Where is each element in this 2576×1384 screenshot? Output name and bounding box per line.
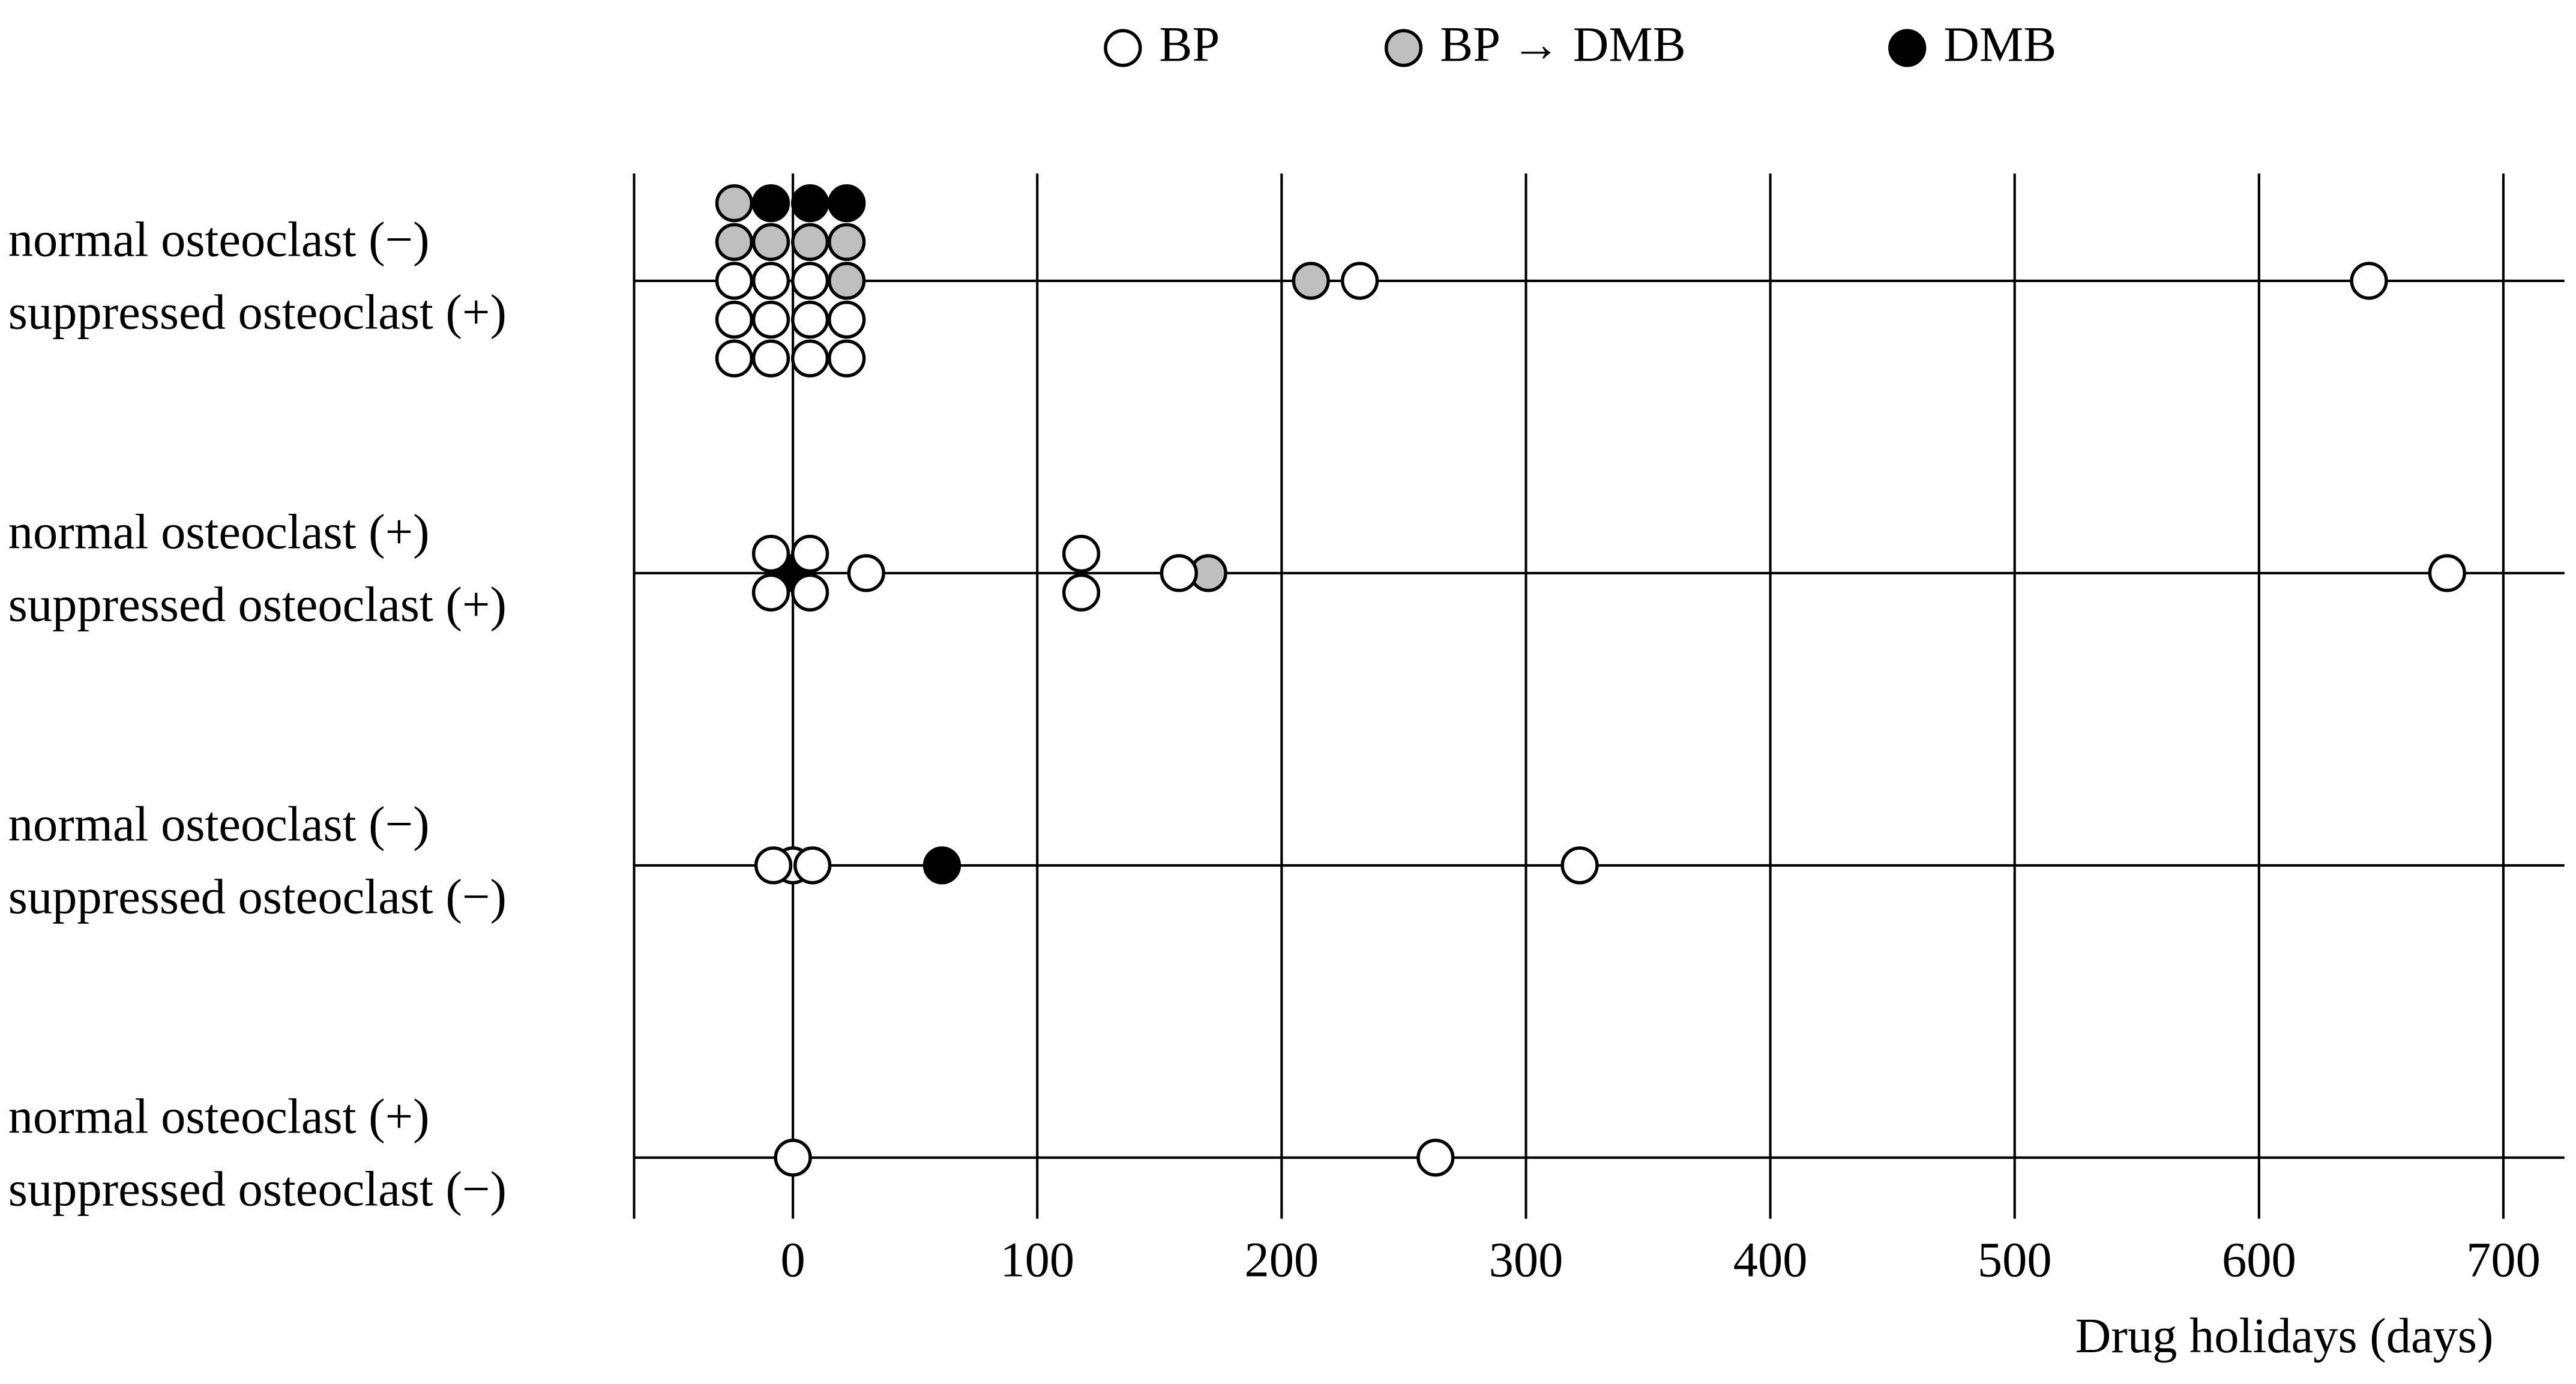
data-point bbox=[751, 184, 790, 223]
data-point bbox=[715, 223, 754, 261]
data-point bbox=[828, 262, 866, 300]
data-point bbox=[790, 573, 829, 612]
data-point bbox=[790, 339, 829, 378]
data-point bbox=[2428, 554, 2466, 592]
data-point bbox=[751, 223, 790, 261]
data-point bbox=[754, 846, 793, 885]
data-point bbox=[790, 262, 829, 300]
data-point bbox=[790, 184, 829, 223]
data-point bbox=[751, 534, 790, 573]
data-point bbox=[1416, 1139, 1455, 1177]
data-point bbox=[828, 184, 866, 223]
data-point bbox=[751, 339, 790, 378]
data-point bbox=[1340, 262, 1379, 300]
x-tick-label: 600 bbox=[2222, 1232, 2296, 1287]
data-point bbox=[828, 339, 866, 378]
row-label: suppressed osteoclast (+) bbox=[8, 576, 507, 631]
row-label: normal osteoclast (−) bbox=[8, 211, 430, 266]
data-point bbox=[1062, 534, 1101, 573]
data-point bbox=[828, 300, 866, 339]
x-tick-label: 400 bbox=[1733, 1232, 1808, 1287]
data-point bbox=[828, 223, 866, 261]
legend-label: BP → DMB bbox=[1440, 17, 1686, 72]
data-point bbox=[715, 262, 754, 300]
data-point bbox=[793, 846, 832, 885]
data-point bbox=[751, 300, 790, 339]
data-point bbox=[790, 534, 829, 573]
data-point bbox=[2350, 262, 2388, 300]
x-tick-label: 700 bbox=[2466, 1232, 2541, 1287]
legend-marker bbox=[1104, 29, 1142, 67]
x-axis-label: Drug holidays (days) bbox=[2075, 1308, 2494, 1363]
x-tick-label: 100 bbox=[1000, 1232, 1074, 1287]
data-point bbox=[751, 262, 790, 300]
row-label: suppressed osteoclast (−) bbox=[8, 1161, 507, 1216]
data-point bbox=[922, 846, 961, 885]
x-tick-label: 0 bbox=[780, 1232, 805, 1287]
row-label: suppressed osteoclast (+) bbox=[8, 284, 507, 339]
row-label: normal osteoclast (+) bbox=[8, 1088, 430, 1143]
legend-marker bbox=[1384, 29, 1423, 67]
data-point bbox=[790, 223, 829, 261]
data-point bbox=[715, 184, 754, 223]
x-tick-label: 500 bbox=[1978, 1232, 2052, 1287]
data-point bbox=[1160, 554, 1199, 592]
data-point bbox=[751, 573, 790, 612]
x-tick-label: 300 bbox=[1489, 1232, 1563, 1287]
data-point bbox=[1062, 573, 1101, 612]
data-point bbox=[774, 1139, 812, 1177]
data-point bbox=[715, 300, 754, 339]
data-point bbox=[1292, 262, 1330, 300]
x-tick-label: 200 bbox=[1244, 1232, 1319, 1287]
row-label: normal osteoclast (+) bbox=[8, 504, 430, 559]
legend-marker bbox=[1888, 29, 1927, 67]
data-point bbox=[790, 300, 829, 339]
data-point bbox=[715, 339, 754, 378]
legend-label: BP bbox=[1159, 17, 1220, 72]
legend-label: DMB bbox=[1943, 17, 2056, 72]
data-point bbox=[847, 554, 885, 592]
row-label: suppressed osteoclast (−) bbox=[8, 868, 507, 924]
row-label: normal osteoclast (−) bbox=[8, 796, 430, 851]
data-point bbox=[1560, 846, 1599, 885]
